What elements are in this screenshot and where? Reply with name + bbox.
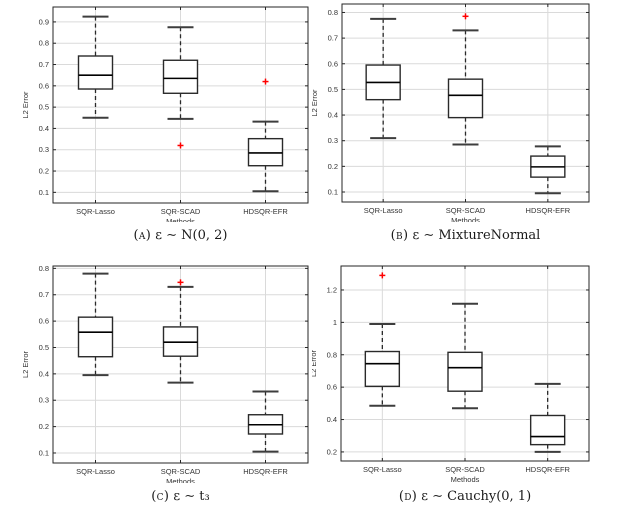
x-category-label: SQR-Lasso xyxy=(363,465,402,474)
caption-d-label: (d) xyxy=(398,489,418,504)
outlier-marker xyxy=(262,78,269,85)
y-tick-label: 0.2 xyxy=(39,167,49,176)
y-tick-label: 0.6 xyxy=(327,383,337,392)
box-sqr-lasso xyxy=(364,272,401,407)
y-tick-label: 0.3 xyxy=(39,396,49,405)
boxplot-chart-a: 0.1 0.2 0.3 0.4 0.5 0.6 0.7 0.8 0.9 SQR-Lasso SQR-… xyxy=(21,6,309,222)
x-category-label: SQR-Lasso xyxy=(364,206,403,215)
outlier-marker xyxy=(462,13,469,20)
box-hdsqr-efr xyxy=(247,390,284,453)
x-category-label: HDSQR-EFR xyxy=(243,467,288,476)
box-sqr-lasso xyxy=(365,17,401,140)
box-sqr-lasso xyxy=(77,272,114,377)
y-tick-label: 0.1 xyxy=(39,448,49,457)
caption-a-text: ε ∼ N(0, 2) xyxy=(155,228,228,243)
caption-d-text: ε ∼ Cauchy(0, 1) xyxy=(421,489,532,504)
y-axis-label: L2 Error xyxy=(312,349,318,377)
x-category-label: SQR-SCAD xyxy=(446,206,486,215)
box-sqr-scad xyxy=(447,302,483,410)
subplot-d: 0.2 0.4 0.6 0.8 1 1.2 SQR-Lasso SQR-SCAD HDSQR-E… xyxy=(312,261,625,522)
y-axis-label: L2 Error xyxy=(21,91,30,119)
box-sqr-scad xyxy=(162,26,199,149)
y-tick-label: 0.6 xyxy=(39,81,49,90)
x-category-label: HDSQR-EFR xyxy=(525,465,570,474)
x-category-label: SQR-SCAD xyxy=(161,467,201,476)
x-axis-label: Methods xyxy=(166,477,195,483)
x-axis-label: Methods xyxy=(166,217,195,222)
y-tick-label: 0.4 xyxy=(39,369,49,378)
caption-c: (c) ε ∼ t₃ xyxy=(53,488,308,506)
y-tick-label: 0.1 xyxy=(39,188,49,197)
x-category-label: SQR-SCAD xyxy=(445,465,485,474)
outlier-marker xyxy=(379,272,386,279)
caption-c-label: (c) xyxy=(151,489,170,504)
caption-b-label: (b) xyxy=(390,228,409,243)
boxplot-chart-b: 0.1 0.2 0.3 0.4 0.5 0.6 0.7 0.8 SQR-Lasso SQR-SCA… xyxy=(312,3,590,222)
box-hdsqr-efr xyxy=(530,145,566,195)
x-category-label: SQR-Lasso xyxy=(76,467,115,476)
box-hdsqr-efr xyxy=(529,382,566,453)
boxplot-chart-c: 0.1 0.2 0.3 0.4 0.5 0.6 0.7 0.8 SQR-Lasso SQR-SCA… xyxy=(21,264,309,483)
box-sqr-lasso xyxy=(77,15,114,119)
y-tick-label: 0.7 xyxy=(39,60,49,69)
caption-d: (d) ε ∼ Cauchy(0, 1) xyxy=(341,488,589,506)
x-category-label: SQR-Lasso xyxy=(76,207,115,216)
caption-b: (b) ε ∼ MixtureNormal xyxy=(342,227,589,245)
caption-c-text: ε ∼ t₃ xyxy=(173,489,210,504)
y-axis-label: L2 Error xyxy=(21,350,30,378)
y-tick-label: 0.8 xyxy=(328,8,338,17)
y-tick-label: 0.8 xyxy=(327,350,337,359)
y-tick-label: 0.4 xyxy=(328,111,338,120)
x-axis-label: Methods xyxy=(451,475,480,483)
x-category-label: HDSQR-EFR xyxy=(243,207,288,216)
y-tick-label: 0.4 xyxy=(327,415,337,424)
boxplot-chart-d: 0.2 0.4 0.6 0.8 1 1.2 SQR-Lasso SQR-SCAD HDSQR-E… xyxy=(312,265,590,483)
subplot-a: 0.1 0.2 0.3 0.4 0.5 0.6 0.7 0.8 0.9 SQR-Lasso SQR-… xyxy=(0,0,312,261)
y-tick-label: 0.4 xyxy=(39,124,49,133)
y-tick-label: 0.7 xyxy=(328,34,338,43)
x-category-label: SQR-SCAD xyxy=(161,207,201,216)
y-tick-label: 0.2 xyxy=(39,422,49,431)
y-tick-label: 0.5 xyxy=(39,343,49,352)
box-hdsqr-efr xyxy=(247,78,284,193)
y-tick-label: 1 xyxy=(333,318,337,327)
caption-b-text: ε ∼ MixtureNormal xyxy=(412,228,541,243)
x-axis-label: Methods xyxy=(451,216,480,222)
outlier-marker xyxy=(177,279,184,286)
y-tick-label: 0.6 xyxy=(328,59,338,68)
y-tick-label: 0.1 xyxy=(328,187,338,196)
y-tick-label: 0.5 xyxy=(328,85,338,94)
y-tick-label: 0.6 xyxy=(39,317,49,326)
y-tick-label: 1.2 xyxy=(327,285,337,294)
subplot-c: 0.1 0.2 0.3 0.4 0.5 0.6 0.7 0.8 SQR-Lasso SQR-SCA… xyxy=(0,261,312,522)
caption-a: (a) ε ∼ N(0, 2) xyxy=(53,227,308,245)
y-tick-label: 0.9 xyxy=(39,17,49,26)
y-tick-label: 0.3 xyxy=(328,136,338,145)
y-tick-label: 0.3 xyxy=(39,145,49,154)
y-tick-label: 0.2 xyxy=(328,162,338,171)
x-category-label: HDSQR-EFR xyxy=(526,206,571,215)
y-tick-label: 0.7 xyxy=(39,290,49,299)
box-sqr-scad xyxy=(162,279,199,384)
outlier-marker xyxy=(177,142,184,149)
caption-a-label: (a) xyxy=(133,228,152,243)
y-axis-label: L2 Error xyxy=(312,89,319,117)
y-tick-label: 0.8 xyxy=(39,39,49,48)
subplot-b: 0.1 0.2 0.3 0.4 0.5 0.6 0.7 0.8 SQR-Lasso SQR-SCA… xyxy=(312,0,625,261)
y-tick-label: 0.2 xyxy=(327,447,337,456)
y-tick-label: 0.5 xyxy=(39,103,49,112)
y-tick-label: 0.8 xyxy=(39,264,49,273)
box-sqr-scad xyxy=(447,13,484,146)
